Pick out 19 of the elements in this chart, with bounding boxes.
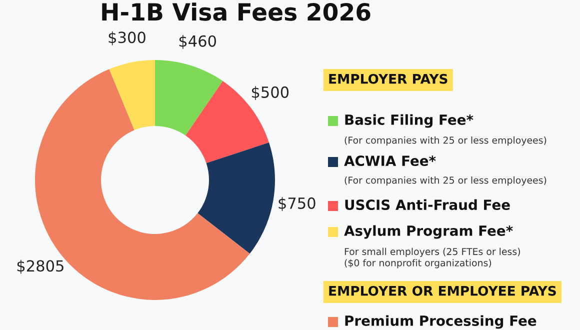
legend-label: Basic Filing Fee* — [345, 114, 474, 128]
legend-label: USCIS Anti-Fraud Fee — [345, 199, 510, 210]
chart-title: H-1B Visa Fees 2026 — [102, 2, 370, 21]
data-label: $750 — [278, 197, 316, 212]
donut-slice — [155, 60, 223, 136]
legend-label: Premium Processing Fee — [345, 315, 536, 329]
data-label: $2805 — [17, 260, 64, 274]
data-label: $300 — [108, 31, 146, 46]
text: For small employers (25 FTEs or less) ($0 for nonprofit organizations) — [344, 248, 520, 268]
legend-label: Asylum Program Fee* — [344, 225, 513, 239]
data-label: $460 — [179, 35, 216, 49]
donut-slice — [198, 142, 275, 254]
data-label: $500 — [252, 86, 289, 100]
text: EMPLOYER OR EMPLOYEE PAYS — [329, 286, 556, 296]
donut-slice — [109, 60, 155, 130]
legend-label: ACWIA Fee* — [344, 156, 436, 166]
text: EMPLOYER PAYS — [329, 74, 448, 84]
text: (For companies with 25 or less employees) — [344, 176, 546, 186]
text: (For companies with 25 or less employees) — [344, 136, 546, 146]
